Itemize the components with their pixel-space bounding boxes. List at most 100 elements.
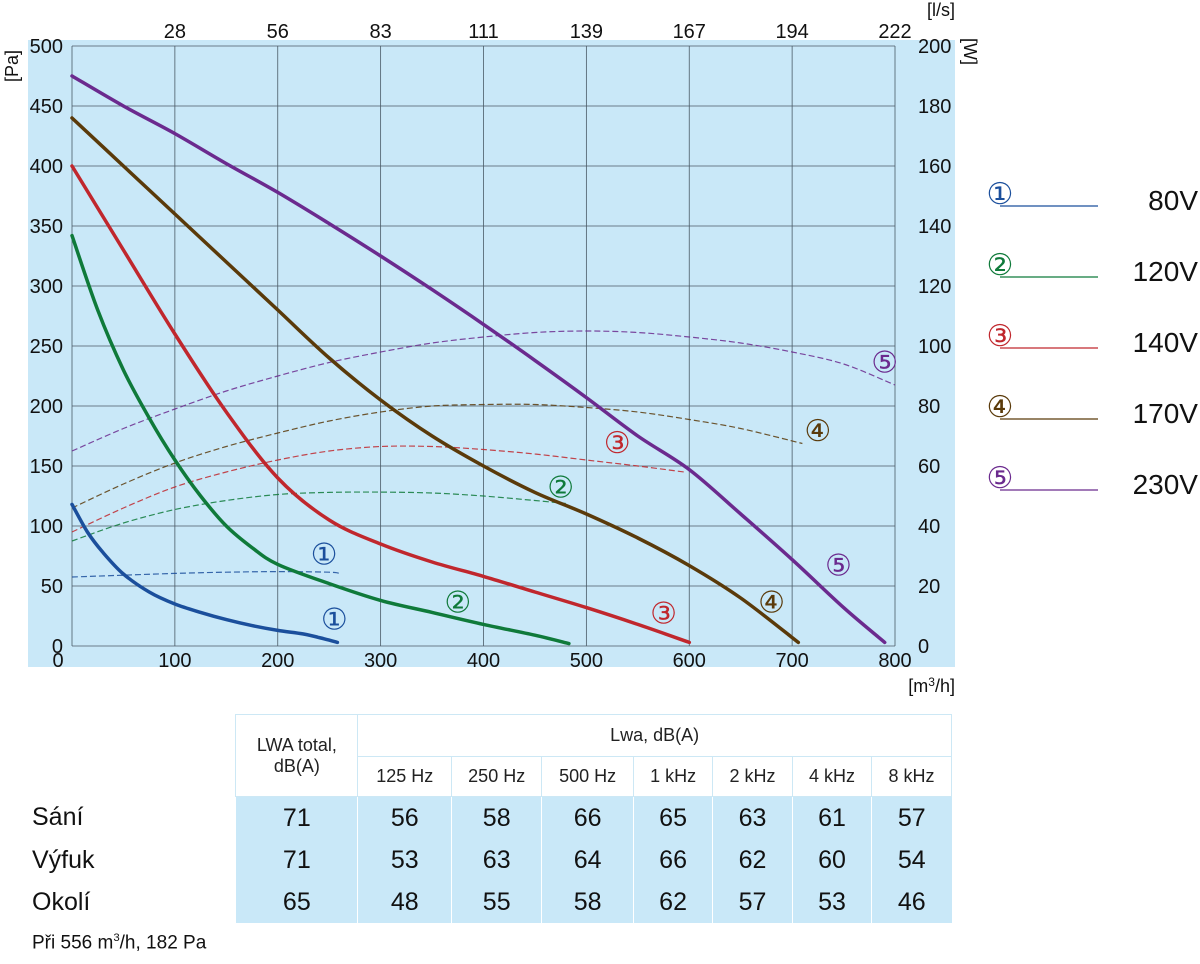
power-curve-170V [71,403,803,509]
x2-tick-label: 167 [673,21,706,43]
legend-symbol: ③ [987,319,1014,354]
band-column-header: 250 Hz [451,756,543,797]
pressure-curve-230V [70,74,887,645]
band-value-cell: 62 [633,881,713,923]
x-axis-unit: [m3/h] [908,675,955,696]
band-value-cell: 62 [712,839,793,881]
x-tick-label: 100 [158,650,191,672]
band-value-cell: 58 [451,796,542,839]
y2-tick-label: 180 [918,96,951,118]
y-tick-label: 300 [30,276,63,298]
y2-tick-label: 100 [918,336,951,358]
band-value-cell: 53 [792,881,872,923]
pressure-curve-120V [70,233,571,646]
legend-label: 170V [1133,398,1199,429]
y-tick-label: 450 [30,96,63,118]
y-tick-label: 500 [30,36,63,58]
total-header-line-1: LWA total, [256,734,337,755]
x2-tick-label: 111 [468,21,498,43]
x2-tick-label: 222 [878,21,911,43]
x-tick-label: 0 [52,650,63,672]
table-row: Sání 71 56 58 66 65 63 61 57 [0,796,952,839]
y2-tick-label: 0 [918,636,929,658]
footnote-suffix: /h, 182 Pa [119,932,207,954]
legend-symbol: ④ [987,390,1014,425]
power-curve-230V [71,330,896,452]
band-value-cell: 66 [633,839,713,881]
curve-marker: ② [547,470,574,505]
y2-tick-label: 60 [918,456,940,478]
band-header: Lwa, dB(A) [357,714,952,757]
y-tick-label: 350 [30,216,63,238]
x2-tick-label: 83 [370,21,392,43]
y-tick-label: 150 [30,456,63,478]
band-column-header: 4 kHz [792,756,872,797]
grid-lines [71,45,896,647]
y2-tick-label: 160 [918,156,951,178]
legend-symbol: ⑤ [987,461,1014,496]
x-tick-label: 300 [364,650,397,672]
y-tick-label: 400 [30,156,63,178]
footnote-sup: 3 [113,932,120,944]
x2-axis-unit: [l/s] [927,0,955,20]
curve-marker: ④ [758,586,785,621]
power-curve-120V [71,491,566,542]
legend-symbol: ② [987,248,1014,283]
band-column-header: 2 kHz [712,756,794,797]
curve-marker: ① [311,538,338,573]
x2-tick-label: 194 [775,21,808,43]
pressure-curve-170V [70,116,801,645]
table-row: Okolí 65 48 55 58 62 57 53 46 [0,881,952,923]
x2-tick-label: 139 [570,21,603,43]
band-value-cell: 57 [712,881,793,923]
band-value-cell: 63 [451,839,542,881]
pressure-curve-140V [70,164,692,645]
y2-axis-unit: [W] [960,38,980,65]
band-value-cell: 64 [541,839,634,881]
legend-label: 120V [1133,256,1199,287]
y2-tick-label: 80 [918,396,940,418]
curve-marker: ⑤ [825,548,852,583]
x-tick-label: 800 [878,650,911,672]
x-tick-label: 200 [261,650,294,672]
curve-marker: ② [444,586,471,621]
legend-label: 230V [1133,469,1199,500]
band-column-header: 8 kHz [870,756,953,797]
row-label: Výfuk [0,839,236,881]
pressure-curve-80V [70,502,340,645]
y-tick-label: 50 [41,576,63,598]
curve-marker: ④ [804,414,831,449]
curve-marker: ⑤ [871,346,898,381]
y2-tick-label: 140 [918,216,951,238]
y2-tick-label: 200 [918,36,951,58]
pressure-curves [70,74,887,646]
band-value-cell: 58 [541,881,634,923]
legend-symbol: ① [987,177,1014,212]
power-curve-140V [71,445,685,533]
y-axis-unit: [Pa] [2,50,22,82]
band-value-cell: 56 [357,796,452,839]
y-tick-label: 0 [52,636,63,658]
table-body: Sání 71 56 58 66 65 63 61 57 Výfuk 71 53 63 64 66 62 60 5… [0,796,952,923]
x2-tick-label: 28 [164,21,186,43]
curve-marker: ③ [650,596,677,631]
x-tick-label: 700 [775,650,808,672]
band-value-cell: 60 [792,839,872,881]
axes: 0 50 100 150 200 250 300 350 400 450 500 0 20 40 60 80 1… [2,0,980,696]
total-header-line-2: dB(A) [273,755,320,776]
band-column-header: 125 Hz [357,756,453,797]
band-value-cell: 53 [357,839,452,881]
y-tick-label: 200 [30,396,63,418]
power-curve-80V [71,570,340,578]
y2-tick-label: 120 [918,276,951,298]
y-tick-label: 250 [30,336,63,358]
chart-panel-background [28,40,955,667]
band-column-header: 500 Hz [541,756,635,797]
total-value-cell: 71 [235,796,358,839]
total-value-cell: 65 [235,881,358,923]
total-value-cell: 71 [235,839,358,881]
x2-tick-label: 56 [267,21,289,43]
curve-marker: ③ [604,426,631,461]
